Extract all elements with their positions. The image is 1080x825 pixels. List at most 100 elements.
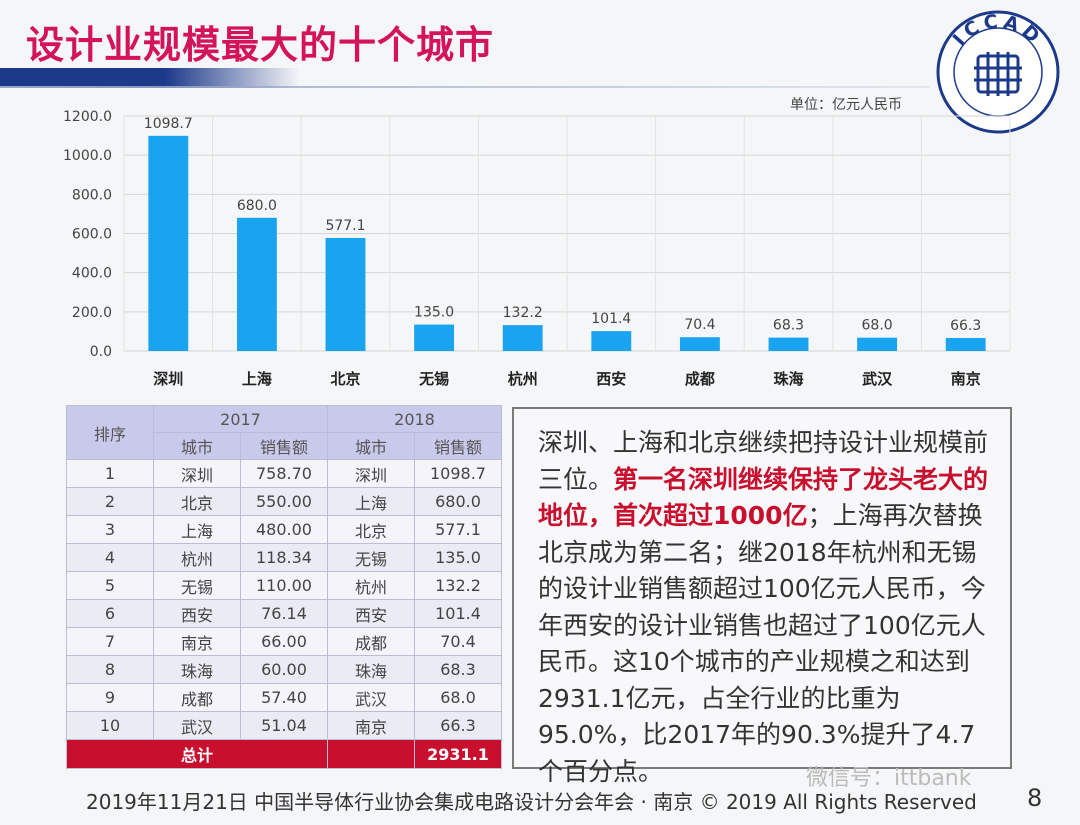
sales-2017-cell: 550.00 [240, 487, 328, 516]
x-tick-label: 南京 [951, 370, 981, 388]
summary-highlight: 第一名深圳继续保持了龙头老大的地位，首次超过1000亿 [538, 464, 989, 531]
y-tick-label: 800.0 [72, 187, 112, 203]
x-tick-label: 深圳 [153, 370, 183, 388]
city-2018-cell: 南京 [327, 711, 415, 740]
iccad-logo: ICCAD [936, 10, 1060, 134]
y-tick-label: 1200.0 [63, 109, 112, 125]
rank-cell: 2 [66, 487, 154, 516]
sales-2017-cell: 110.00 [240, 571, 328, 600]
city-2018-cell: 无锡 [327, 543, 415, 572]
y-tick-label: 1000.0 [63, 148, 112, 164]
sales-2018-cell: 70.4 [414, 627, 502, 656]
sales-2018-cell: 68.0 [414, 683, 502, 712]
slide-title: 设计业规模最大的十个城市 [26, 23, 495, 67]
footer-text: 2019年11月21日 中国半导体行业协会集成电路设计分会年会 · 南京 © 2… [86, 790, 977, 814]
city-2018-cell: 上海 [327, 487, 415, 516]
sales-2018-cell: 66.3 [414, 711, 502, 740]
bar [414, 324, 455, 351]
bar-chart: 0.0 200.0 400.0 600.0 800.0 1000.0 1200.0 1098.… [63, 109, 1011, 388]
bar [325, 237, 366, 351]
x-tick-label: 北京 [330, 370, 360, 388]
y-tick-label: 200.0 [72, 305, 112, 321]
city-2017-cell: 珠海 [153, 655, 241, 684]
rank-cell: 7 [66, 627, 154, 656]
page-number: 8 [1027, 784, 1043, 812]
rank-cell: 5 [66, 571, 154, 600]
data-label: 132.2 [503, 305, 543, 321]
sub-header-city: 城市 [153, 432, 241, 460]
x-tick-label: 无锡 [418, 370, 449, 388]
city-2018-cell: 珠海 [327, 655, 415, 684]
bar [502, 325, 543, 351]
bar [945, 338, 986, 351]
table-row: 1 深圳 758.70 深圳 1098.7 [66, 459, 502, 488]
city-2018-cell: 深圳 [327, 459, 415, 488]
sub-header-sales: 销售额 [414, 432, 502, 460]
table-row: 5 无锡 110.00 杭州 132.2 [66, 571, 502, 600]
table-row: 3 上海 480.00 北京 577.1 [66, 515, 502, 544]
city-2017-cell: 深圳 [153, 459, 241, 488]
title-underline [0, 86, 930, 88]
city-2017-cell: 西安 [153, 599, 241, 628]
summary-text-part1: 深圳、上海和北京继续把持设计业规模前三位。 [538, 428, 989, 494]
city-2018-cell: 武汉 [327, 683, 415, 712]
summary-textbox: 深圳、上海和北京继续把持设计业规模前三位。第一名深圳继续保持了龙头老大的地位，首… [512, 407, 1012, 786]
x-tick-label: 杭州 [508, 370, 538, 388]
data-label: 1098.7 [144, 116, 193, 132]
sales-2018-cell: 101.4 [414, 599, 502, 628]
year-header-2017: 2017 [153, 405, 328, 433]
table-row: 2 北京 550.00 上海 680.0 [66, 487, 502, 516]
sub-header-city: 城市 [327, 432, 415, 460]
bar [236, 217, 277, 351]
bar [679, 337, 720, 351]
sales-2018-cell: 132.2 [414, 571, 502, 600]
summary-text-part2: ；上海再次替换北京成为第二名；继2018年杭州和无锡的设计业销售额超过100亿元… [538, 501, 986, 786]
sales-2018-cell: 680.0 [414, 487, 502, 516]
city-2018-cell: 西安 [327, 599, 415, 628]
city-2017-cell: 无锡 [153, 571, 241, 600]
city-2017-cell: 杭州 [153, 543, 241, 572]
data-label: 70.4 [684, 317, 715, 333]
sub-header-sales: 销售额 [240, 432, 328, 460]
rank-cell: 10 [66, 711, 154, 740]
sales-2017-cell: 758.70 [240, 459, 328, 488]
rank-cell: 4 [66, 543, 154, 572]
total-value: 2931.1 [414, 739, 502, 769]
data-label: 680.0 [237, 198, 277, 214]
sales-2017-cell: 57.40 [240, 683, 328, 712]
sales-2017-cell: 76.14 [240, 599, 328, 628]
data-label: 135.0 [414, 305, 454, 321]
data-label: 66.3 [950, 318, 981, 334]
rank-header: 排序 [66, 405, 154, 460]
year-header-2018: 2018 [327, 405, 502, 433]
sales-2017-cell: 118.34 [240, 543, 328, 572]
data-label: 68.0 [862, 318, 893, 334]
title-accent-bar [0, 68, 300, 88]
table-row: 6 西安 76.14 西安 101.4 [66, 599, 502, 628]
sales-2018-cell: 68.3 [414, 655, 502, 684]
city-2017-cell: 南京 [153, 627, 241, 656]
rank-cell: 8 [66, 655, 154, 684]
table-row: 8 珠海 60.00 珠海 68.3 [66, 655, 502, 684]
x-tick-label: 上海 [242, 370, 272, 388]
data-label: 577.1 [325, 218, 365, 234]
city-2017-cell: 上海 [153, 515, 241, 544]
ranking-table: 排序 2017 2018 城市 销售额 城市 销售额 1 深圳 758.70 深圳 10… [66, 405, 502, 769]
y-tick-label: 400.0 [72, 266, 112, 282]
sales-2017-cell: 66.00 [240, 627, 328, 656]
table-row: 7 南京 66.00 成都 70.4 [66, 627, 502, 656]
city-2017-cell: 武汉 [153, 711, 241, 740]
rank-cell: 3 [66, 515, 154, 544]
city-2017-cell: 北京 [153, 487, 241, 516]
x-tick-label: 西安 [596, 370, 626, 388]
rank-cell: 1 [66, 459, 154, 488]
total-label: 总计 [66, 739, 328, 769]
unit-label: 单位：亿元人民币 [790, 97, 902, 113]
y-tick-label: 0.0 [90, 344, 112, 360]
ranking-table-container: 排序 2017 2018 城市 销售额 城市 销售额 1 深圳 758.70 深圳 10… [66, 405, 502, 769]
watermark: 微信号：ittbank [806, 766, 972, 791]
sales-2018-cell: 135.0 [414, 543, 502, 572]
bar [857, 337, 898, 351]
x-tick-label: 武汉 [862, 370, 893, 388]
x-tick-label: 成都 [685, 370, 715, 388]
